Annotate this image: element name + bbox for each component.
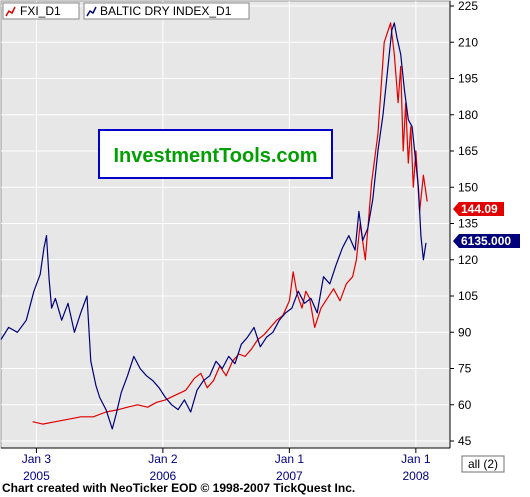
- range-button[interactable]: all (2): [461, 455, 505, 473]
- x-tick-date: Jan 3: [22, 452, 52, 466]
- legend-item-1-icon: [5, 6, 16, 17]
- watermark: InvestmentTools.com: [98, 129, 333, 179]
- last-value-badges: 144.09 6135.000: [453, 202, 520, 248]
- grid-lines: [1, 1, 450, 448]
- legend-item-1-label: FXI_D1: [20, 4, 61, 18]
- x-tick-year: 2007: [276, 469, 303, 483]
- y-axis: 225 210 195 180 165 150 135 120 105 90 75 60 45: [449, 0, 478, 448]
- y-tick-label: 135: [458, 217, 478, 231]
- legend-item-2-box: [83, 2, 250, 20]
- y-tick-label: 225: [458, 0, 478, 13]
- plot-area: [0, 0, 451, 449]
- y-tick-label: 120: [458, 253, 478, 267]
- last-value-badge-2: [453, 234, 520, 248]
- y-tick-label: 195: [458, 72, 478, 86]
- legend-item-1-box: [2, 2, 80, 20]
- legend-item-2-label: BALTIC DRY INDEX_D1: [100, 4, 232, 18]
- y-tick-label: 45: [458, 434, 472, 448]
- series-layer: [0, 22, 428, 430]
- series-line-2: [0, 22, 427, 430]
- y-tick-label: 150: [458, 180, 478, 194]
- watermark-box: [98, 129, 333, 179]
- x-axis: Jan 3 2005 Jan 2 2006 Jan 1 2007 Jan 1 2008: [1, 447, 450, 483]
- y-tick-label: 165: [458, 144, 478, 158]
- x-tick-date: Jan 1: [275, 452, 305, 466]
- legend-item-2-icon: [86, 6, 97, 17]
- range-button-box[interactable]: [461, 455, 505, 473]
- x-tick-date: Jan 2: [148, 452, 178, 466]
- series-line-1: [32, 22, 428, 425]
- last-value-badge-1: [453, 202, 504, 216]
- x-tick-year: 2008: [402, 469, 429, 483]
- y-tick-label: 60: [458, 398, 472, 412]
- range-button-label[interactable]: all (2): [468, 457, 498, 471]
- y-tick-label: 105: [458, 289, 478, 303]
- x-tick-year: 2005: [23, 469, 50, 483]
- legend: FXI_D1 BALTIC DRY INDEX_D1: [2, 2, 250, 20]
- watermark-text: InvestmentTools.com: [113, 145, 317, 167]
- y-tick-label: 180: [458, 108, 478, 122]
- y-tick-label: 90: [458, 325, 472, 339]
- y-tick-label: 210: [458, 35, 478, 49]
- y-tick-label: 75: [458, 362, 472, 376]
- footer-credit: Chart created with NeoTicker EOD © 1998-…: [2, 481, 355, 495]
- x-tick-date: Jan 1: [401, 452, 431, 466]
- last-value-label-2: 6135.000: [461, 234, 511, 248]
- last-value-label-1: 144.09: [461, 202, 498, 216]
- x-tick-year: 2006: [150, 469, 177, 483]
